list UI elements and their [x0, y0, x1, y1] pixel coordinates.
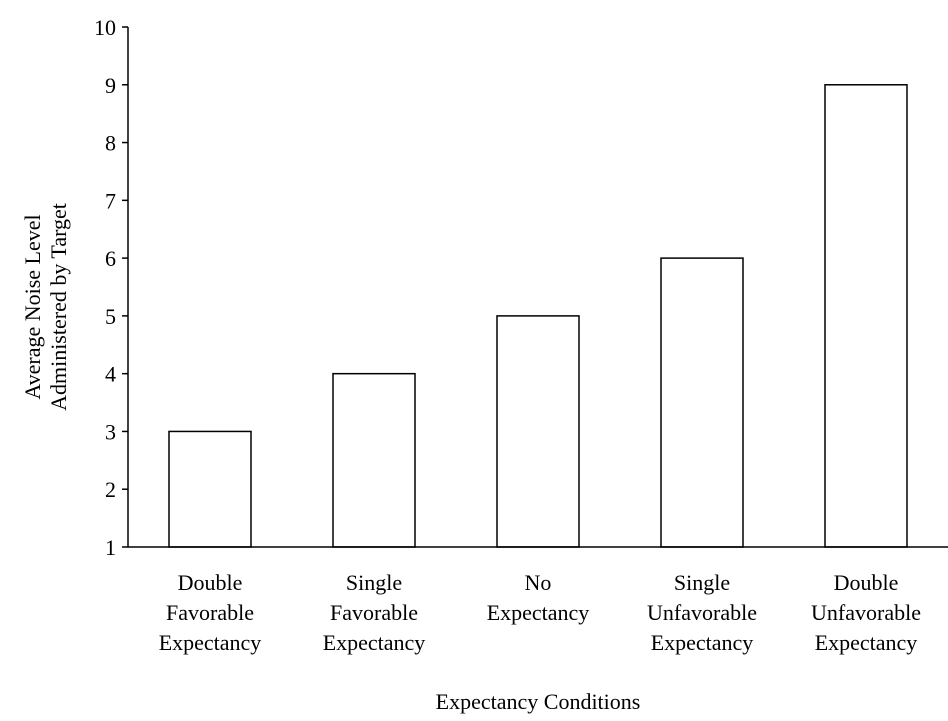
x-axis: Double Favorable Expectancy Single Favorable… [128, 546, 948, 655]
y-tick-label: 6 [105, 246, 116, 271]
x-tick-label: Double Unfavorable Expectancy [811, 570, 921, 655]
x-axis-title: Expectancy Conditions [436, 689, 641, 714]
y-axis-title-text: Average Noise LevelAdministered by Targe… [20, 203, 71, 411]
y-tick-label: 4 [105, 362, 116, 387]
y-axis: 1 2 3 4 5 6 7 8 9 10 [94, 15, 129, 560]
x-tick-label: Single Favorable Expectancy [323, 570, 426, 655]
x-tick-label: No Expectancy [487, 570, 590, 625]
y-tick-label: 10 [94, 15, 116, 40]
bar [496, 315, 580, 548]
y-axis-title: Average Noise LevelAdministered by Targe… [20, 203, 71, 411]
bar [660, 257, 744, 548]
bar [168, 430, 252, 548]
y-tick-label: 7 [105, 188, 116, 213]
y-tick-label: 1 [105, 535, 116, 560]
bar [824, 84, 908, 548]
y-tick-label: 9 [105, 73, 116, 98]
y-tick-label: 3 [105, 419, 116, 444]
y-tick-label: 8 [105, 131, 116, 156]
x-tick-label: Single Unfavorable Expectancy [647, 570, 757, 655]
bar [332, 372, 416, 548]
y-tick-label: 2 [105, 477, 116, 502]
y-tick-label: 5 [105, 304, 116, 329]
bars [168, 84, 908, 548]
x-tick-label: Double Favorable Expectancy [159, 570, 262, 655]
